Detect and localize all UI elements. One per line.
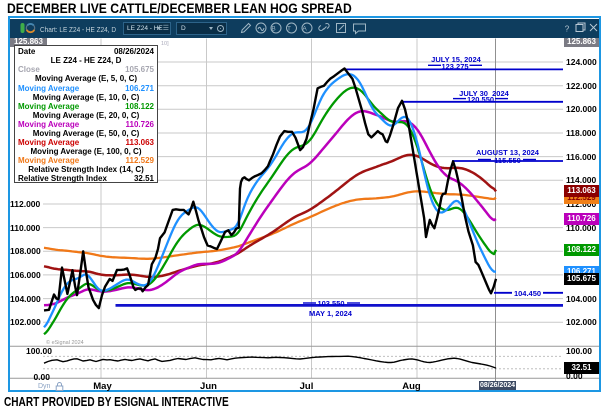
svg-text:T: T [287,26,291,33]
svg-text:A: A [302,26,307,33]
svg-text:B: B [271,26,275,33]
svg-text:?: ? [565,25,570,34]
